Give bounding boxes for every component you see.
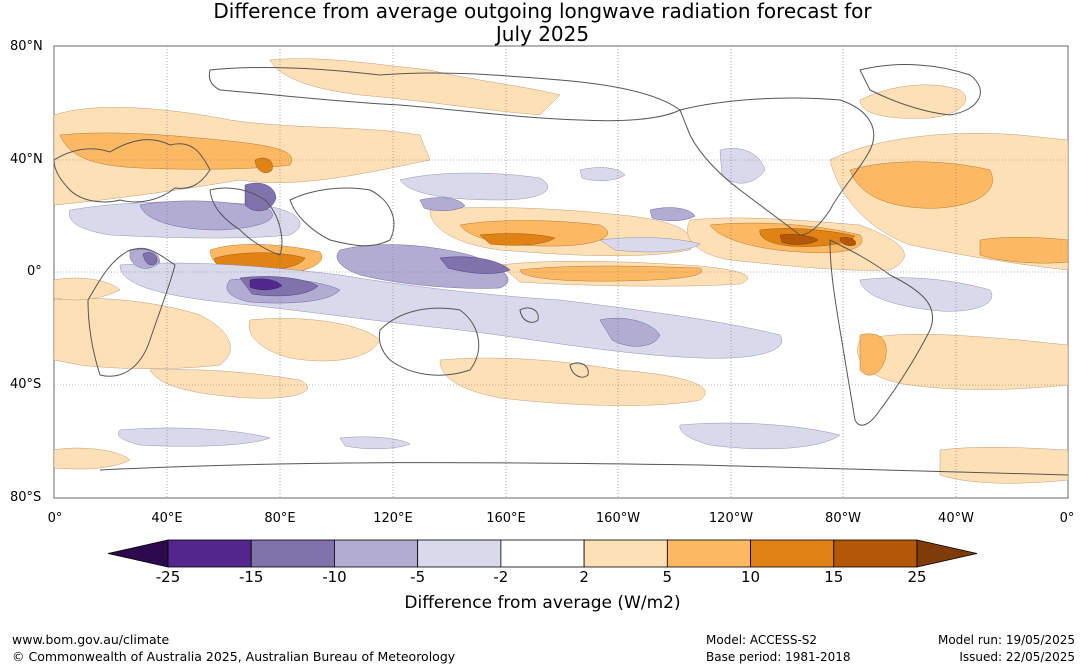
colorbar-tick-label: -15 (239, 568, 264, 586)
colorbar-tick-label: 5 (663, 568, 673, 586)
colorbar-segment (583, 539, 668, 568)
lat-label-eq: 0° (27, 264, 42, 279)
lon-label-40w: 40°W (938, 511, 974, 526)
footer-model-run: Model run: 19/05/2025 (937, 633, 1075, 647)
colorbar-svg: -25 -15 -10 -5 -2 2 5 10 15 25 (107, 539, 978, 586)
anomaly-15-25-regions (779, 234, 856, 246)
colorbar-segment (500, 539, 585, 568)
colorbar-tick-label: -5 (410, 568, 425, 586)
lon-label-120w: 120°W (708, 511, 754, 526)
map-area (0, 40, 1085, 530)
footer-url[interactable]: www.bom.gov.au/climate (12, 632, 170, 647)
footer-base-period: Base period: 1981-2018 (706, 650, 851, 664)
lon-label-40e: 40°E (151, 511, 183, 526)
colorbar-arrow-high (916, 539, 978, 568)
graticule (54, 46, 1068, 498)
lat-label-40s: 40°S (10, 377, 42, 392)
colorbar-segment (250, 539, 335, 568)
lon-label-80e: 80°E (264, 511, 296, 526)
colorbar-tick-label: 25 (907, 568, 926, 586)
footer-copyright: © Commonwealth of Australia 2025, Austra… (12, 649, 456, 664)
lat-label-40n: 40°N (10, 152, 43, 167)
anomaly-map (53, 45, 1069, 499)
map-title: Difference from average outgoing longwav… (0, 0, 1085, 46)
colorbar-segment (833, 539, 918, 568)
colorbar-segment (666, 539, 751, 568)
coastlines (54, 64, 1068, 476)
footer-model-info: Model: ACCESS-S2 Base period: 1981-2018 (706, 632, 851, 666)
colorbar-tick-label: -2 (493, 568, 508, 586)
footer-run-info: Model run: 19/05/2025 Issued: 22/05/2025 (938, 632, 1075, 666)
colorbar-tick-label: -25 (156, 568, 181, 586)
lon-label-0-right: 0° (1059, 511, 1075, 526)
lon-label-0-left: 0° (47, 511, 63, 526)
anomaly-neg-15-25-regions (249, 278, 283, 291)
title-line-1: Difference from average outgoing longwav… (213, 0, 872, 23)
colorbar-title: Difference from average (W/m2) (404, 593, 681, 613)
lon-label-160e: 160°E (486, 511, 526, 526)
lon-label-160w: 160°W (595, 511, 641, 526)
colorbar-segment (334, 539, 419, 568)
colorbar-tick-label: 2 (579, 568, 589, 586)
colorbar: -25 -15 -10 -5 -2 2 5 10 15 25 (0, 535, 1085, 595)
colorbar-tick-label: 15 (824, 568, 843, 586)
lon-label-80w: 80°W (825, 511, 861, 526)
footer-model: Model: ACCESS-S2 (706, 633, 818, 647)
lat-label-80s: 80°S (10, 490, 42, 505)
colorbar-tick-label: 10 (741, 568, 760, 586)
footer-left: www.bom.gov.au/climate © Commonwealth of… (12, 631, 455, 665)
colorbar-tick-label: -10 (322, 568, 347, 586)
lat-label-80n: 80°N (10, 39, 43, 54)
title-line-2: July 2025 (495, 22, 590, 46)
colorbar-arrow-low (107, 539, 169, 568)
footer-issued: Issued: 22/05/2025 (959, 650, 1075, 664)
colorbar-segment (750, 539, 835, 568)
colorbar-segment (417, 539, 502, 568)
colorbar-segment (167, 539, 252, 568)
lon-label-120e: 120°E (373, 511, 413, 526)
